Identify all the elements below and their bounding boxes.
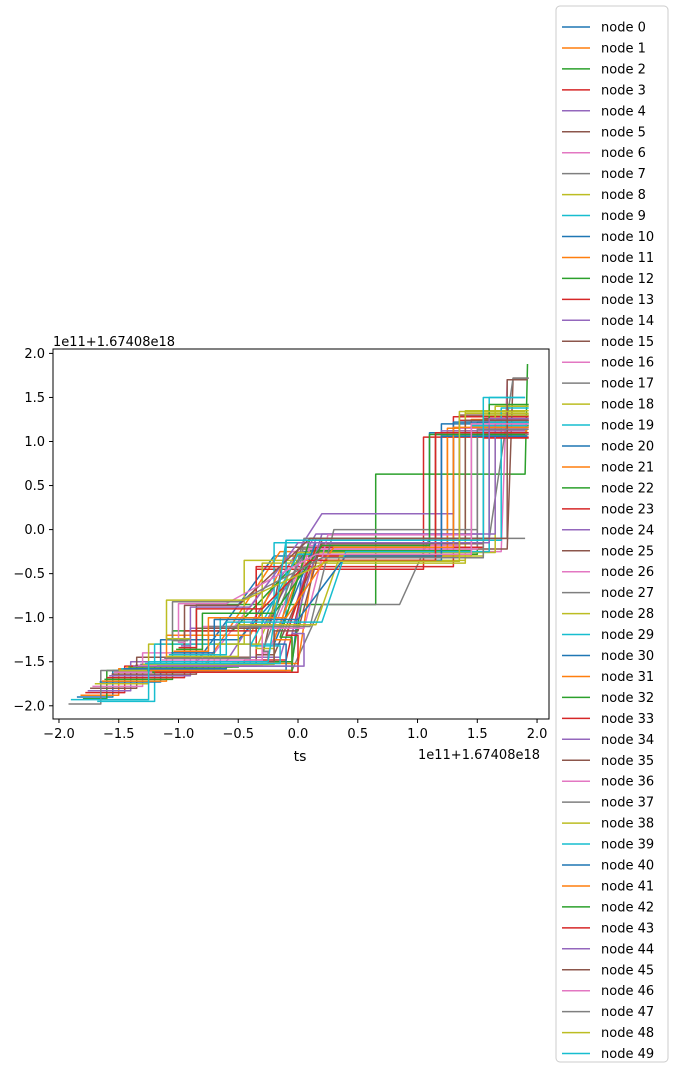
legend-label: node 24 bbox=[601, 523, 654, 538]
series-line-node-33 bbox=[154, 437, 529, 674]
legend-label: node 32 bbox=[601, 691, 654, 706]
legend-label: node 23 bbox=[601, 502, 654, 517]
x-axis: −2.0 −1.5 −1.0 −0.5 0.0 0.5 1.0 1.5 2.0 bbox=[43, 719, 547, 742]
legend-label: node 22 bbox=[601, 481, 654, 496]
legend-label: node 20 bbox=[601, 440, 654, 455]
legend-label: node 44 bbox=[601, 942, 654, 957]
legend-label: node 48 bbox=[601, 1026, 654, 1041]
legend-label: node 42 bbox=[601, 900, 654, 915]
y-tick-label: 1.5 bbox=[24, 391, 45, 406]
legend-box bbox=[555, 5, 669, 1063]
plot-frame bbox=[52, 348, 550, 720]
y-tick-label: 2.0 bbox=[24, 347, 45, 362]
legend-label: node 2 bbox=[601, 62, 646, 77]
x-tick-label: −1.5 bbox=[103, 727, 135, 742]
legend-label: node 29 bbox=[601, 628, 654, 643]
legend-label: node 39 bbox=[601, 838, 654, 853]
legend-label: node 37 bbox=[601, 796, 654, 811]
legend-label: node 17 bbox=[601, 377, 654, 392]
legend-label: node 13 bbox=[601, 293, 654, 308]
legend-label: node 18 bbox=[601, 398, 654, 413]
y-tick-label: 1.0 bbox=[24, 435, 45, 450]
legend-label: node 14 bbox=[601, 314, 654, 329]
y-tick-label: −1.5 bbox=[13, 655, 45, 670]
legend-label: node 6 bbox=[601, 146, 646, 161]
series-line-node-48 bbox=[165, 410, 526, 640]
legend-label: node 41 bbox=[601, 879, 654, 894]
legend-label: node 12 bbox=[601, 272, 654, 287]
series-line-node-42 bbox=[176, 433, 526, 651]
legend-label: node 47 bbox=[601, 1005, 654, 1020]
y-tick-label: 0.5 bbox=[24, 479, 45, 494]
legend-label: node 36 bbox=[601, 775, 654, 790]
legend-label: node 16 bbox=[601, 356, 654, 371]
series-line-node-43 bbox=[178, 431, 529, 649]
legend-label: node 45 bbox=[601, 963, 654, 978]
y-tick-label: −0.5 bbox=[13, 567, 45, 582]
legend-label: node 10 bbox=[601, 230, 654, 245]
legend-label: node 4 bbox=[601, 104, 646, 119]
legend-label: node 5 bbox=[601, 125, 646, 140]
legend-label: node 49 bbox=[601, 1047, 654, 1062]
legend: node 0 node 1 node 2 node 3 node 4 node 5 node… bbox=[555, 5, 669, 1063]
y-tick-label: 0.0 bbox=[24, 523, 45, 538]
legend-label: node 33 bbox=[601, 712, 654, 727]
series-line-node-46 bbox=[177, 423, 529, 644]
legend-label: node 31 bbox=[601, 670, 654, 685]
legend-label: node 40 bbox=[601, 859, 654, 874]
x-tick-label: 1.0 bbox=[407, 727, 428, 742]
x-tick-label: −0.5 bbox=[222, 727, 254, 742]
y-axis: −2.0 −1.5 −1.0 −0.5 0.0 0.5 1.0 1.5 2.0 bbox=[13, 347, 53, 714]
series-line-node-49 bbox=[70, 396, 526, 701]
legend-label: node 8 bbox=[601, 188, 646, 203]
x-offset-label: 1e11+1.67408e18 bbox=[418, 748, 540, 763]
legend-label: node 43 bbox=[601, 921, 654, 936]
legend-label: node 21 bbox=[601, 460, 654, 475]
series-line-node-45 bbox=[183, 379, 528, 645]
x-axis-label: ts bbox=[294, 749, 307, 765]
series-line-node-37 bbox=[164, 428, 526, 659]
plot-lines bbox=[68, 363, 529, 705]
series-line-node-18 bbox=[118, 412, 529, 672]
legend-label: node 15 bbox=[601, 335, 654, 350]
x-tick-label: 1.5 bbox=[467, 727, 488, 742]
legend-label: node 0 bbox=[601, 21, 646, 36]
legend-label: node 28 bbox=[601, 607, 654, 622]
series-line-node-35 bbox=[159, 419, 529, 663]
legend-label: node 19 bbox=[601, 419, 654, 434]
x-tick-label: −2.0 bbox=[43, 727, 75, 742]
legend-label: node 9 bbox=[601, 209, 646, 224]
x-tick-label: −1.0 bbox=[163, 727, 195, 742]
legend-label: node 46 bbox=[601, 984, 654, 999]
legend-label: node 1 bbox=[601, 41, 646, 56]
x-tick-label: 0.5 bbox=[347, 727, 368, 742]
legend-label: node 25 bbox=[601, 544, 654, 559]
legend-label: node 38 bbox=[601, 817, 654, 832]
x-tick-label: 0.0 bbox=[288, 727, 309, 742]
legend-label: node 27 bbox=[601, 586, 654, 601]
legend-label: node 26 bbox=[601, 565, 654, 580]
y-tick-label: −2.0 bbox=[13, 699, 45, 714]
legend-label: node 30 bbox=[601, 649, 654, 664]
y-offset-label: 1e11+1.67408e18 bbox=[53, 335, 175, 350]
x-tick-label: 2.0 bbox=[527, 727, 548, 742]
legend-label: node 11 bbox=[601, 251, 654, 266]
series-line-node-2 bbox=[82, 363, 529, 700]
series-line-node-41 bbox=[173, 426, 529, 652]
y-tick-label: −1.0 bbox=[13, 611, 45, 626]
legend-label: node 3 bbox=[601, 83, 646, 98]
series-line-node-40 bbox=[171, 435, 528, 654]
legend-label: node 7 bbox=[601, 167, 646, 182]
legend-label: node 34 bbox=[601, 733, 654, 748]
series-line-node-34 bbox=[157, 423, 528, 667]
legend-label: node 35 bbox=[601, 754, 654, 769]
